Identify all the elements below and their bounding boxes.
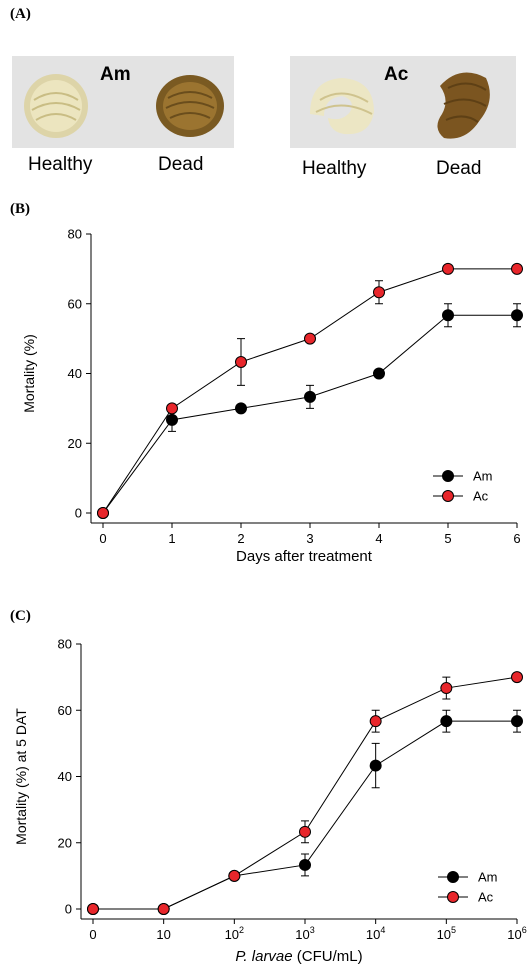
chart-b-point-am [235,402,247,415]
am-larvae-photo [12,56,234,148]
healthy-larva-icon [310,78,374,135]
chart-b-point-ac [373,286,385,299]
chart-b-point-am [511,309,523,322]
chart-b-point-ac [97,507,109,519]
chart-b-y-tick-label: 80 [68,227,82,242]
chart-c-y-tick-label: 60 [58,703,72,718]
chart-c-x-tick-label: 105 [437,925,456,942]
chart-mortality-by-day: 0 20 40 60 80 0 1 2 3 4 5 6 Am Ac Mortality (%) Days af… [21,227,523,565]
chart-c-point-ac [511,671,523,684]
am-larvae-image [12,56,234,148]
chart-c-point-am [511,715,523,728]
dead-larva-icon [437,72,490,139]
chart-b-point-ac [442,262,454,275]
chart-b-y-axis-label: Mortality (%) [21,334,37,413]
chart-b-point-am [166,413,178,426]
am-dead-label: Dead [158,154,204,175]
chart-c-y-tick-label: 20 [58,835,72,850]
chart-c-point-ac [299,825,311,838]
chart-b-point-ac [511,262,523,275]
chart-b-x-tick-label: 6 [513,531,520,546]
am-species-label: Am [100,64,131,85]
chart-b-x-tick-label: 5 [444,531,451,546]
ac-species-label: Ac [384,64,409,85]
chart-c-point-am [440,715,453,728]
chart-c-x-tick-label: 102 [225,925,244,942]
chart-c-y-tick-label: 40 [58,769,72,784]
chart-b-x-tick-label: 4 [375,531,382,546]
chart-b-point-am [373,367,385,380]
chart-b-legend-marker-ac [442,490,454,502]
chart-c-y-axis-label: Mortality (%) at 5 DAT [13,708,29,845]
chart-c-point-ac [369,715,382,728]
ac-healthy-label: Healthy [302,158,367,179]
ac-dead-label: Dead [436,158,482,179]
ac-larvae-photo [290,56,516,148]
ac-larvae-image [290,56,516,148]
chart-c-point-ac [440,682,453,695]
chart-b-series-line-am [102,314,517,514]
chart-c-legend-label-am: Am [478,870,498,885]
chart-b-x-axis-label: Days after treatment [236,548,373,565]
chart-b-y-tick-label: 60 [68,296,82,311]
chart-b-point-am [304,390,316,403]
chart-c-point-am [369,759,382,772]
chart-mortality-by-concentration: 0 20 40 60 80 0 10 102 103 104 105 106 Am Ac Mortality… [13,637,527,966]
am-healthy-label: Healthy [28,154,93,175]
chart-c-y-tick-label: 0 [65,902,72,917]
chart-c-point-ac [87,903,99,915]
chart-b-x-tick-label: 2 [237,531,244,546]
chart-c-point-ac [228,869,241,882]
chart-b-y-tick-label: 40 [68,366,82,381]
chart-b-point-ac [304,332,316,345]
panel-a-label: (A) [10,6,31,22]
chart-b-point-am [442,309,454,322]
chart-b-y-tick-label: 20 [68,436,82,451]
healthy-larva-icon [24,74,88,138]
chart-b-legend-label-ac: Ac [473,489,489,504]
chart-c-legend-label-ac: Ac [478,890,494,905]
chart-b-x-tick-label: 3 [306,531,313,546]
panel-b-label: (B) [10,201,30,217]
chart-b-y-tick-label: 0 [75,506,82,521]
chart-c-point-ac [157,903,170,915]
chart-b-legend-marker-am [442,470,454,482]
chart-c-y-tick-label: 80 [58,637,72,652]
chart-c-x-axis-label: P. larvae (CFU/mL) [235,948,362,965]
chart-c-x-tick-label: 103 [295,925,314,942]
chart-b-legend-label-am: Am [473,469,493,484]
chart-c-x-tick-label: 10 [156,927,170,942]
chart-b-x-tick-label: 0 [99,531,106,546]
chart-b-point-ac [235,355,247,368]
chart-c-x-tick-label: 104 [366,925,385,942]
chart-b-point-ac [166,402,178,415]
dead-larva-icon [156,75,224,137]
chart-c-x-tick-label: 106 [507,925,526,942]
chart-b-x-tick-label: 1 [168,531,175,546]
chart-c-point-am [299,858,311,871]
chart-c-x-tick-label: 0 [89,927,96,942]
chart-c-legend-marker-am [447,871,459,883]
panel-c-label: (C) [10,608,31,624]
chart-c-legend-marker-ac [447,891,459,903]
